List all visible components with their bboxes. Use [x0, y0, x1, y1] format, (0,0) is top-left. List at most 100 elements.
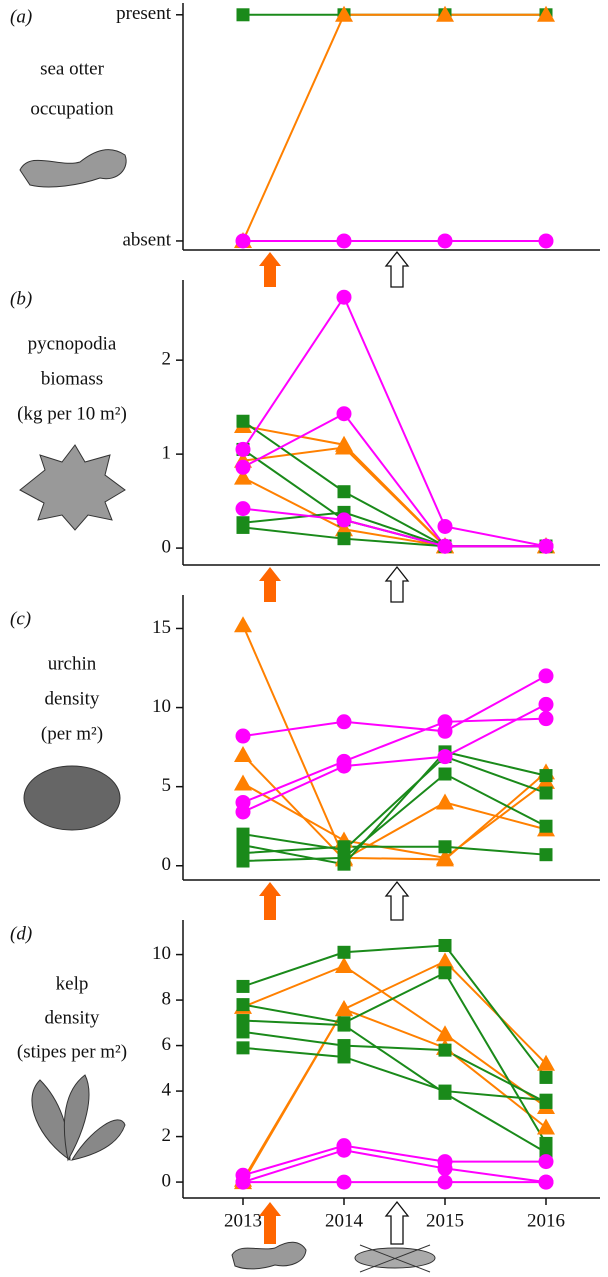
series-line: [242, 1149, 547, 1184]
marker: [337, 945, 351, 959]
kelp-icon: [31, 1074, 126, 1162]
marker: [336, 714, 352, 730]
otter-icon-small: [231, 1241, 307, 1270]
marker: [234, 774, 252, 791]
marker: [539, 769, 553, 783]
marker: [438, 1043, 452, 1057]
marker: [436, 1025, 454, 1042]
series-line: [242, 944, 547, 1079]
x-tick-label: 2016: [527, 1210, 565, 1231]
y-tick-label: 1: [162, 442, 172, 463]
marker: [235, 441, 251, 457]
star-icon-crossed: [354, 1244, 436, 1273]
star-arrow: [384, 880, 410, 921]
marker: [539, 848, 553, 862]
marker: [437, 1160, 453, 1176]
star-icon: [19, 444, 126, 531]
series-line: [242, 772, 547, 863]
urchin-icon: [23, 765, 121, 831]
series-line: [242, 845, 547, 856]
y-tick-label: 2: [162, 349, 172, 370]
y-axis-label: pycnopodia: [28, 333, 117, 354]
y-tick-label: 0: [162, 536, 172, 557]
marker: [437, 714, 453, 730]
y-tick-label: 15: [152, 617, 171, 638]
otter-arrow: [259, 567, 281, 602]
y-axis-label: (stipes per m²): [17, 1041, 127, 1062]
y-tick-label: 5: [162, 775, 172, 796]
series-line: [242, 1007, 547, 1183]
marker: [236, 1025, 250, 1039]
x-tick-label: 2013: [224, 1210, 262, 1231]
marker: [538, 1174, 554, 1190]
series-line: [242, 511, 546, 548]
marker: [539, 786, 553, 800]
y-tick-label: 10: [152, 943, 171, 964]
marker: [236, 827, 250, 841]
y-tick-label: 10: [152, 696, 171, 717]
marker: [436, 793, 454, 810]
marker: [337, 1018, 351, 1032]
marker: [235, 459, 251, 475]
x-tick-label: 2014: [325, 1210, 364, 1231]
series-line: [242, 295, 547, 548]
marker: [337, 1039, 351, 1053]
y-axis-label: (per m²): [41, 723, 103, 744]
y-axis-label: density: [45, 688, 100, 709]
panel-label: (a): [10, 6, 32, 27]
series-line: [242, 754, 547, 861]
series-line: [242, 1144, 546, 1177]
marker: [335, 956, 353, 973]
marker: [538, 668, 554, 684]
series-line: [242, 781, 547, 859]
marker: [438, 840, 452, 854]
marker: [234, 746, 252, 763]
marker: [337, 851, 351, 865]
marker: [336, 289, 352, 305]
marker: [538, 1154, 554, 1170]
otter-icon: [19, 149, 127, 188]
marker: [236, 846, 250, 860]
otter-arrow: [259, 252, 281, 287]
marker: [437, 233, 453, 249]
series-line: [242, 13, 546, 242]
marker: [235, 501, 251, 517]
marker: [336, 758, 352, 774]
y-tick-label: 0: [162, 854, 172, 875]
marker: [538, 711, 554, 727]
marker: [236, 520, 250, 534]
marker: [335, 1000, 353, 1017]
marker: [337, 485, 351, 499]
otter-arrow: [259, 882, 281, 920]
panel-label: (d): [10, 923, 32, 944]
marker: [336, 233, 352, 249]
y-tick-label: 2: [162, 1125, 172, 1146]
marker: [437, 749, 453, 765]
y-axis-label: urchin: [48, 653, 97, 674]
marker: [336, 406, 352, 422]
marker: [538, 233, 554, 249]
marker: [538, 538, 554, 554]
marker: [235, 1174, 251, 1190]
y-tick-label: absent: [122, 229, 171, 250]
marker: [438, 767, 452, 781]
marker: [234, 616, 252, 633]
series-line: [242, 703, 547, 813]
y-axis-label: (kg per 10 m²): [17, 403, 127, 424]
marker: [436, 952, 454, 969]
marker: [236, 979, 250, 993]
marker: [539, 1070, 553, 1084]
series-line: [242, 507, 546, 548]
series-line: [242, 1019, 547, 1154]
marker: [437, 518, 453, 534]
marker: [235, 804, 251, 820]
y-axis-label: density: [45, 1007, 100, 1028]
marker: [337, 532, 351, 546]
y-tick-label: 4: [162, 1079, 172, 1100]
series-line: [242, 971, 547, 1144]
marker: [438, 966, 452, 980]
marker: [336, 1142, 352, 1158]
series-line: [242, 750, 547, 866]
y-tick-label: 8: [162, 988, 172, 1009]
